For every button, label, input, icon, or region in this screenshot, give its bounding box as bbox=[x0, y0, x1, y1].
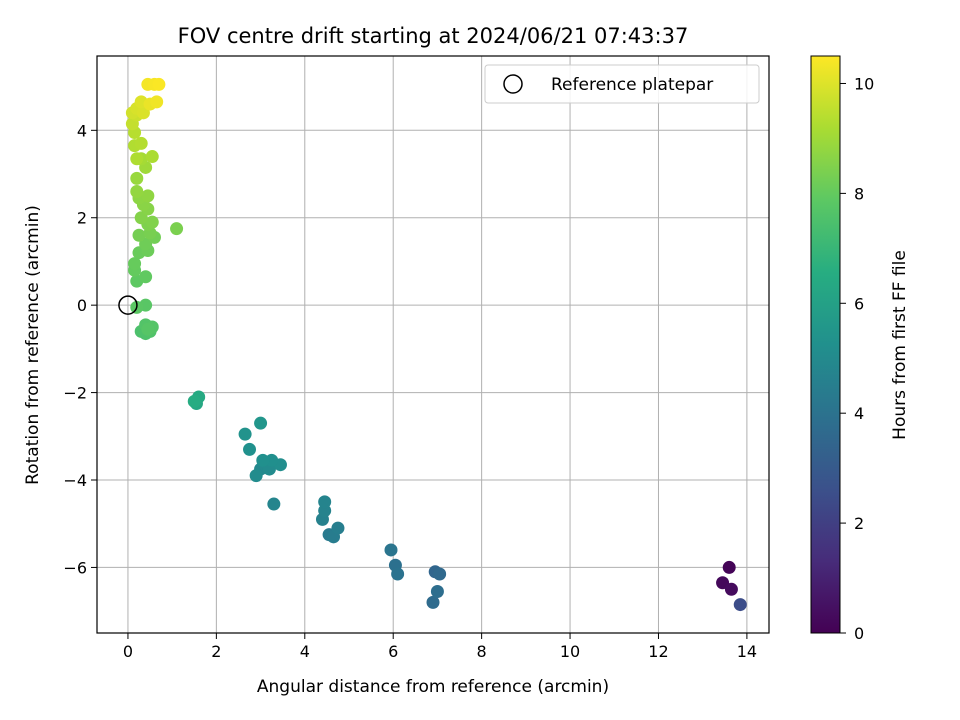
legend-reference-icon bbox=[503, 74, 523, 94]
data-point bbox=[141, 189, 155, 203]
legend-box bbox=[484, 64, 760, 104]
y-axis-ticks: −6 −4 −2 0 2 4 bbox=[63, 121, 97, 577]
data-point bbox=[187, 394, 201, 408]
colorbar-tick-label: 4 bbox=[854, 404, 864, 423]
data-point bbox=[426, 595, 440, 609]
data-point bbox=[331, 521, 345, 535]
colorbar-ticks: 0 2 4 6 8 10 bbox=[840, 74, 874, 643]
data-point bbox=[249, 469, 263, 483]
colorbar bbox=[810, 55, 841, 634]
scatter-points bbox=[125, 77, 747, 612]
data-point bbox=[134, 136, 148, 150]
data-point bbox=[243, 442, 257, 456]
data-point bbox=[722, 560, 736, 574]
data-point bbox=[254, 416, 268, 430]
data-point bbox=[256, 453, 270, 467]
y-axis-label: Rotation from reference (arcmin) bbox=[23, 205, 43, 485]
x-tick-label: 2 bbox=[211, 642, 221, 661]
plot-frame bbox=[96, 55, 770, 634]
data-point bbox=[132, 228, 146, 242]
x-tick-label: 12 bbox=[648, 642, 668, 661]
x-tick-label: 6 bbox=[388, 642, 398, 661]
colorbar-tick-label: 0 bbox=[854, 624, 864, 643]
data-point bbox=[145, 215, 159, 229]
data-point bbox=[130, 185, 144, 199]
data-point bbox=[238, 427, 252, 441]
colorbar-tick-label: 10 bbox=[854, 74, 874, 93]
legend-reference-label: Reference platepar bbox=[551, 75, 713, 95]
x-tick-label: 4 bbox=[300, 642, 310, 661]
data-point bbox=[733, 598, 747, 612]
data-point bbox=[152, 77, 166, 91]
x-tick-label: 0 bbox=[123, 642, 133, 661]
data-point bbox=[391, 567, 405, 581]
data-point bbox=[141, 322, 155, 336]
data-point bbox=[130, 171, 144, 185]
data-point bbox=[170, 222, 184, 236]
reference-platepar-marker bbox=[118, 295, 138, 315]
data-point bbox=[430, 584, 444, 598]
x-tick-label: 14 bbox=[737, 642, 757, 661]
data-point bbox=[130, 152, 144, 166]
colorbar-tick-label: 8 bbox=[854, 184, 864, 203]
y-tick-label: 2 bbox=[77, 209, 87, 228]
y-tick-label: −6 bbox=[63, 558, 87, 577]
data-point bbox=[384, 543, 398, 557]
colorbar-label: Hours from first FF file bbox=[890, 250, 910, 440]
data-point bbox=[433, 567, 447, 581]
data-point bbox=[267, 497, 281, 511]
grid-lines bbox=[97, 56, 769, 633]
data-point bbox=[139, 270, 153, 284]
legend: Reference platepar bbox=[484, 64, 760, 104]
data-point bbox=[724, 582, 738, 596]
y-tick-label: 0 bbox=[77, 296, 87, 315]
chart-title: FOV centre drift starting at 2024/06/21 … bbox=[178, 24, 689, 48]
x-tick-label: 8 bbox=[477, 642, 487, 661]
x-axis-label: Angular distance from reference (arcmin) bbox=[257, 677, 609, 697]
y-tick-label: −4 bbox=[63, 471, 87, 490]
x-tick-label: 10 bbox=[560, 642, 580, 661]
data-point bbox=[150, 95, 164, 109]
y-tick-label: 4 bbox=[77, 121, 87, 140]
data-point bbox=[128, 257, 142, 271]
data-point bbox=[145, 150, 159, 164]
x-axis-ticks: 0 2 4 6 8 10 12 14 bbox=[123, 633, 757, 661]
colorbar-tick-label: 2 bbox=[854, 514, 864, 533]
y-tick-label: −2 bbox=[63, 384, 87, 403]
data-point bbox=[318, 495, 332, 509]
colorbar-tick-label: 6 bbox=[854, 294, 864, 313]
